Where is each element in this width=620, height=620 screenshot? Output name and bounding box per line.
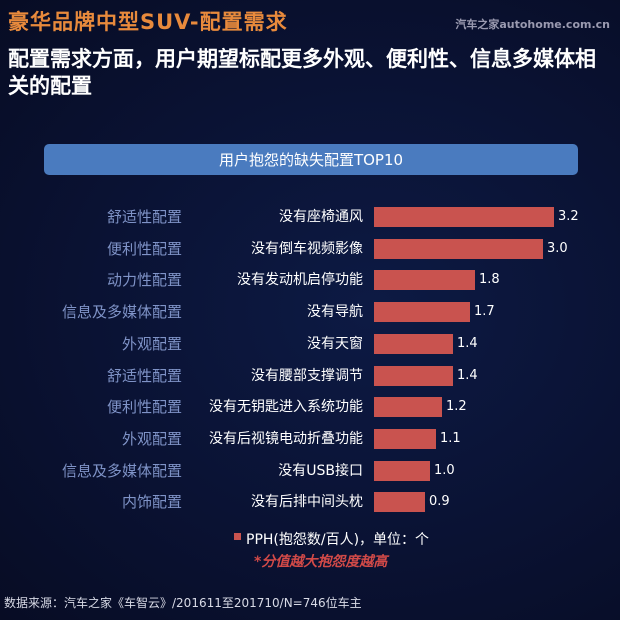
item-label: 没有后视镜电动折叠功能 [209, 430, 363, 447]
value-label: 1.0 [434, 462, 455, 478]
category-label: 舒适性配置 [106, 366, 182, 385]
value-label: 3.2 [558, 209, 579, 224]
item-label: 没有USB接口 [278, 462, 363, 479]
legend: PPH(抱怨数/百人)，单位：个 [234, 529, 429, 549]
category-label: 舒适性配置 [106, 208, 182, 226]
bar [374, 333, 453, 354]
legend-swatch-icon [234, 532, 241, 540]
bar [374, 428, 436, 449]
legend-label: PPH(抱怨数/百人)，单位：个 [246, 532, 430, 548]
category-label: 内饰配置 [121, 493, 182, 512]
item-label: 没有天窗 [307, 335, 363, 352]
chart-row: 外观配置 没有天窗 1.4 [0, 333, 620, 355]
bar [374, 238, 543, 259]
item-label: 没有导航 [307, 304, 363, 321]
category-label: 外观配置 [121, 334, 182, 353]
value-label: 3.0 [547, 240, 568, 256]
bar [374, 492, 425, 513]
item-label: 没有倒车视频影像 [251, 240, 363, 257]
category-label: 信息及多媒体配置 [61, 461, 182, 480]
chart-row: 舒适性配置 没有腰部支撑调节 1.4 [0, 365, 620, 387]
value-label: 1.2 [446, 399, 467, 415]
chart-title: 用户抱怨的缺失配置TOP10 [218, 151, 404, 169]
watermark: 汽车之家autohome.com.cn [455, 18, 610, 31]
value-label: 0.9 [429, 494, 450, 510]
bar [374, 365, 453, 386]
category-label: 信息及多媒体配置 [61, 303, 182, 322]
category-label: 外观配置 [121, 429, 182, 448]
item-label: 没有座椅通风 [279, 209, 363, 225]
bar [374, 397, 442, 418]
chart-row: 信息及多媒体配置 没有导航 1.7 [0, 301, 620, 323]
page-title: 豪华品牌中型SUV-配置需求 [8, 10, 288, 34]
chart-row: 便利性配置 没有无钥匙进入系统功能 1.2 [0, 396, 620, 418]
value-label: 1.4 [457, 367, 478, 383]
data-source: 数据来源：汽车之家《车智云》/201611至201710/N=746位车主 [4, 596, 362, 610]
bar [374, 207, 554, 227]
chart-note: *分值越大抱怨度越高 [254, 554, 388, 570]
category-label: 动力性配置 [106, 271, 182, 290]
chart-row: 信息及多媒体配置 没有USB接口 1.0 [0, 460, 620, 482]
item-label: 没有无钥匙进入系统功能 [209, 399, 363, 416]
value-label: 1.1 [440, 430, 461, 446]
chart-row: 内饰配置 没有后排中间头枕 0.9 [0, 491, 620, 513]
bar [374, 270, 475, 291]
value-label: 1.4 [457, 335, 478, 351]
bar [374, 460, 430, 481]
chart-row: 动力性配置 没有发动机启停功能 1.8 [0, 269, 620, 291]
value-label: 1.8 [479, 272, 500, 288]
chart-row: 外观配置 没有后视镜电动折叠功能 1.1 [0, 428, 620, 450]
chart-row: 便利性配置 没有倒车视频影像 3.0 [0, 238, 620, 260]
chart-title-banner: 用户抱怨的缺失配置TOP10 [44, 144, 578, 175]
item-label: 没有后排中间头枕 [251, 494, 363, 511]
item-label: 没有腰部支撑调节 [251, 367, 363, 384]
category-label: 便利性配置 [106, 398, 182, 417]
chart-row: 舒适性配置 没有座椅通风 3.2 [0, 206, 620, 228]
value-label: 1.7 [474, 304, 495, 320]
category-label: 便利性配置 [106, 239, 182, 258]
subtitle: 配置需求方面，用户期望标配更多外观、便利性、信息多媒体相关的配置 [8, 47, 596, 98]
item-label: 没有发动机启停功能 [237, 272, 363, 289]
bar [374, 302, 470, 323]
